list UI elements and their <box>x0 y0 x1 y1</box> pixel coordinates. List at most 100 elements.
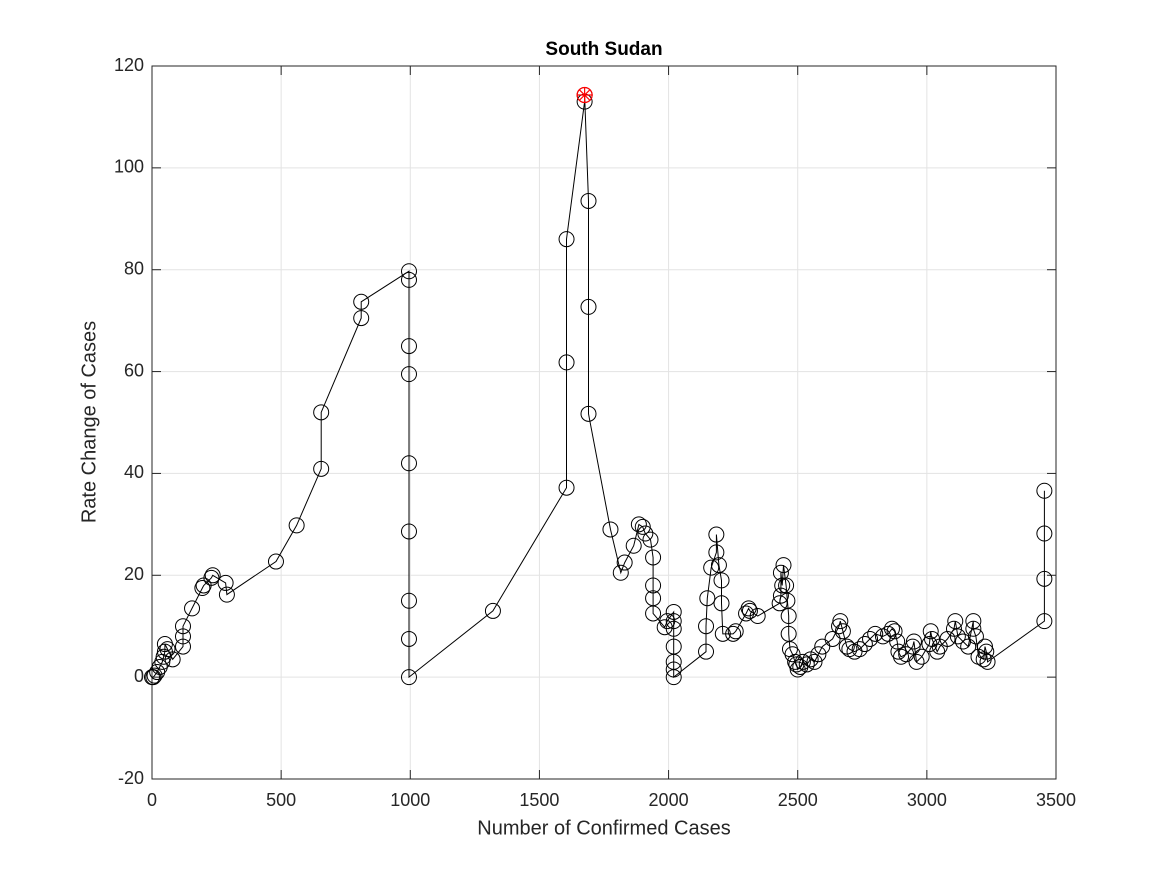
data-point <box>400 455 417 472</box>
data-point <box>904 638 921 655</box>
data-point <box>484 602 501 619</box>
data-point <box>637 525 654 542</box>
data-point <box>832 613 849 630</box>
data-point <box>630 516 647 533</box>
data-point <box>645 549 662 566</box>
data-point <box>913 648 930 665</box>
highlight-circle <box>576 86 593 104</box>
y-tick-label: 40 <box>124 462 144 482</box>
data-point <box>155 648 172 665</box>
data-point <box>949 628 966 645</box>
data-point <box>772 587 789 604</box>
data-point <box>965 613 982 630</box>
data-point <box>146 667 163 684</box>
data-point <box>710 557 727 574</box>
data-point <box>602 521 619 538</box>
data-point <box>788 656 805 673</box>
y-tick-label: -20 <box>118 768 144 788</box>
data-point <box>713 595 730 612</box>
data-point <box>708 526 725 543</box>
data-point <box>174 618 191 635</box>
data-point <box>867 625 884 642</box>
x-tick-label: 1500 <box>519 790 559 810</box>
data-point <box>558 479 575 496</box>
data-point <box>159 641 176 658</box>
x-tick-label: 0 <box>147 790 157 810</box>
data-point <box>976 638 993 655</box>
data-point <box>612 564 629 581</box>
data-point <box>851 641 868 658</box>
data-point <box>145 669 162 686</box>
y-tick-label: 60 <box>124 360 144 380</box>
data-point <box>645 577 662 594</box>
data-point <box>908 653 925 670</box>
data-point <box>945 620 962 637</box>
data-point <box>698 618 715 635</box>
data-point <box>814 638 831 655</box>
data-point <box>665 613 682 630</box>
data-point <box>771 595 788 612</box>
data-point <box>313 404 330 421</box>
data-point <box>967 628 984 645</box>
data-point <box>580 298 597 315</box>
x-axis-label: Number of Confirmed Cases <box>477 817 730 839</box>
data-point <box>218 586 235 603</box>
data-point <box>713 572 730 589</box>
data-point <box>774 577 791 594</box>
data-point <box>400 630 417 647</box>
chart-title: South Sudan <box>545 39 662 60</box>
data-point <box>400 366 417 383</box>
x-tick-label: 500 <box>266 790 296 810</box>
data-point <box>727 623 744 640</box>
y-tick-label: 80 <box>124 258 144 278</box>
data-point <box>184 600 201 617</box>
data-point <box>580 405 597 422</box>
data-point <box>665 603 682 620</box>
data-point <box>164 651 181 668</box>
data-point <box>267 553 284 570</box>
highlight-stroke <box>578 89 591 102</box>
data-point <box>645 605 662 622</box>
data-point <box>939 630 956 647</box>
data-point <box>558 354 575 371</box>
x-tick-label: 3000 <box>907 790 947 810</box>
data-point <box>838 638 855 655</box>
data-point <box>784 646 801 663</box>
data-point <box>288 517 305 534</box>
data-point <box>400 592 417 609</box>
data-point <box>824 630 841 647</box>
data-point <box>798 656 815 673</box>
data-point <box>642 531 659 548</box>
data-point <box>203 569 220 586</box>
data-point <box>194 580 211 597</box>
data-point <box>810 646 827 663</box>
data-point <box>889 633 906 650</box>
y-tick-label: 20 <box>124 564 144 584</box>
data-point <box>708 544 725 561</box>
data-point <box>616 554 633 571</box>
data-point <box>806 653 823 670</box>
data-point <box>802 651 819 668</box>
data-point <box>1036 570 1053 587</box>
data-point <box>886 623 903 640</box>
data-point <box>400 523 417 540</box>
data-point <box>580 192 597 209</box>
data-point <box>922 623 939 640</box>
y-tick-label: 120 <box>114 55 144 75</box>
data-point <box>834 623 851 640</box>
data-point <box>965 620 982 637</box>
x-tick-label: 1000 <box>390 790 430 810</box>
data-point <box>204 567 221 584</box>
data-point <box>217 574 234 591</box>
data-point <box>634 518 651 535</box>
data-point <box>905 633 922 650</box>
y-axis-label: Rate Change of Cases <box>78 321 100 523</box>
data-point <box>975 651 992 668</box>
data-point <box>353 310 370 327</box>
data-point <box>794 653 811 670</box>
data-point <box>787 653 804 670</box>
data-point <box>856 636 873 653</box>
x-tick-label: 3500 <box>1036 790 1076 810</box>
